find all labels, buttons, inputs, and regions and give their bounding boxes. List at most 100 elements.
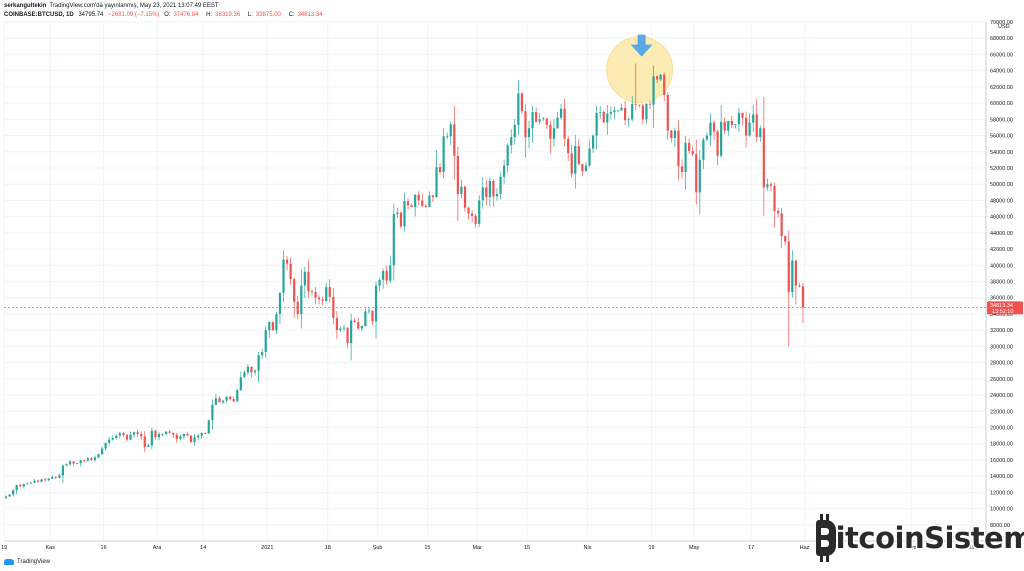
candle[interactable] — [410, 205, 413, 207]
candle[interactable] — [200, 433, 203, 436]
candle[interactable] — [346, 327, 349, 344]
candle[interactable] — [253, 370, 257, 373]
candle[interactable] — [179, 436, 182, 439]
candle[interactable] — [154, 430, 157, 438]
candle[interactable] — [481, 187, 484, 201]
candle[interactable] — [456, 155, 459, 194]
candle[interactable] — [435, 167, 438, 198]
candle[interactable] — [688, 142, 691, 151]
candle[interactable] — [289, 263, 292, 280]
candle[interactable] — [47, 478, 50, 481]
candle[interactable] — [588, 148, 591, 166]
candle[interactable] — [44, 479, 47, 481]
candle[interactable] — [275, 313, 278, 331]
candle[interactable] — [204, 433, 207, 434]
candle[interactable] — [26, 483, 29, 485]
candle[interactable] — [620, 107, 623, 111]
candle[interactable] — [246, 366, 250, 373]
candle[interactable] — [367, 310, 371, 312]
candle[interactable] — [666, 94, 669, 131]
candle[interactable] — [218, 398, 221, 403]
candle[interactable] — [86, 458, 89, 461]
candle[interactable] — [680, 166, 684, 173]
candle[interactable] — [549, 124, 552, 139]
candle[interactable] — [449, 124, 452, 137]
candle[interactable] — [559, 108, 563, 118]
candle[interactable] — [766, 184, 769, 188]
candle[interactable] — [748, 122, 751, 136]
candle[interactable] — [552, 128, 556, 139]
candle[interactable] — [61, 465, 65, 476]
candle[interactable] — [570, 153, 573, 174]
candle[interactable] — [236, 390, 239, 402]
candle[interactable] — [563, 108, 566, 139]
candle[interactable] — [652, 76, 655, 105]
candle[interactable] — [19, 485, 22, 487]
candle[interactable] — [310, 291, 314, 293]
candle[interactable] — [285, 259, 289, 264]
candle[interactable] — [467, 207, 470, 214]
candle[interactable] — [712, 122, 716, 132]
candle[interactable] — [556, 117, 559, 129]
candle[interactable] — [360, 326, 363, 329]
candle[interactable] — [168, 431, 171, 433]
candle[interactable] — [716, 131, 719, 156]
candle[interactable] — [673, 130, 677, 138]
candle[interactable] — [702, 139, 705, 160]
candle[interactable] — [93, 457, 97, 460]
candle[interactable] — [100, 448, 104, 455]
candle[interactable] — [531, 112, 534, 129]
candle[interactable] — [705, 135, 709, 140]
candle[interactable] — [478, 200, 481, 224]
candle[interactable] — [317, 297, 321, 300]
candle[interactable] — [755, 114, 758, 138]
candle[interactable] — [595, 112, 598, 136]
candle[interactable] — [321, 299, 324, 301]
candle[interactable] — [221, 400, 225, 403]
candle[interactable] — [307, 271, 310, 292]
candle[interactable] — [12, 490, 15, 495]
candle[interactable] — [250, 366, 253, 373]
candle[interactable] — [695, 154, 698, 193]
candle[interactable] — [143, 436, 146, 447]
candle[interactable] — [599, 112, 602, 113]
candle[interactable] — [97, 454, 100, 458]
candle[interactable] — [424, 206, 427, 207]
candle[interactable] — [118, 433, 121, 436]
candle[interactable] — [165, 431, 168, 434]
candle[interactable] — [8, 494, 11, 497]
candle[interactable] — [104, 442, 107, 449]
candle[interactable] — [364, 311, 367, 327]
candle[interactable] — [769, 184, 773, 186]
candle[interactable] — [108, 439, 111, 443]
candle[interactable] — [296, 301, 299, 314]
candle[interactable] — [15, 485, 18, 491]
candle[interactable] — [506, 145, 509, 166]
candle[interactable] — [780, 213, 783, 237]
candle[interactable] — [744, 117, 748, 136]
candle[interactable] — [65, 464, 68, 466]
candle[interactable] — [577, 146, 580, 164]
candle[interactable] — [663, 74, 666, 95]
candle[interactable] — [293, 279, 296, 302]
candle[interactable] — [382, 270, 385, 280]
candle[interactable] — [239, 377, 242, 391]
candle[interactable] — [403, 201, 406, 227]
candle[interactable] — [691, 150, 694, 155]
candle[interactable] — [684, 142, 687, 173]
candle[interactable] — [798, 285, 801, 287]
candle[interactable] — [591, 135, 595, 149]
candle[interactable] — [801, 286, 805, 308]
candle[interactable] — [136, 432, 139, 434]
candle[interactable] — [762, 128, 765, 188]
candle[interactable] — [90, 458, 93, 460]
candle[interactable] — [581, 163, 584, 172]
candle[interactable] — [527, 128, 531, 138]
candle[interactable] — [22, 484, 25, 487]
candle[interactable] — [186, 433, 189, 436]
candle[interactable] — [115, 435, 118, 439]
candle[interactable] — [417, 194, 420, 201]
candle[interactable] — [623, 107, 627, 121]
candle[interactable] — [638, 104, 641, 106]
